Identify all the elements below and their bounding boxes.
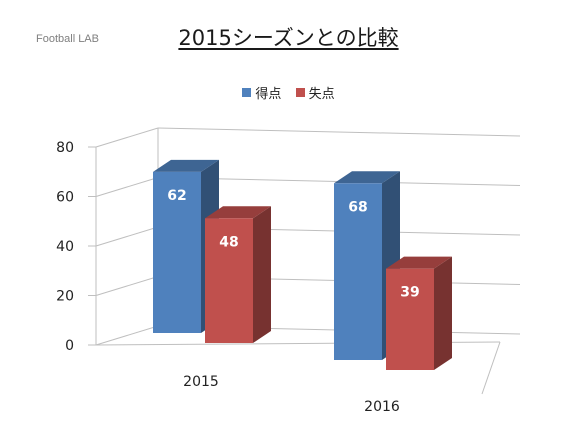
bar-top: [386, 256, 452, 269]
legend-swatch-goals-against: [295, 88, 305, 97]
bar-goals-against-2016: 39: [386, 256, 452, 370]
x-tick-label: 2015: [183, 374, 219, 390]
legend-label-goals-against: 失点: [308, 87, 335, 102]
x-tick-label: 2016: [364, 399, 400, 415]
data-label: 62: [167, 188, 186, 204]
legend-label-goals-for: 得点: [255, 87, 282, 102]
floor-right-edge: [481, 341, 501, 395]
legend-item-goals-against: 失点: [295, 83, 335, 102]
bar-front: [153, 171, 201, 333]
gridline-side-40: [95, 226, 159, 247]
y-tick-label: 0: [65, 338, 74, 354]
data-label: 48: [219, 234, 238, 250]
legend-swatch-goals-for: [242, 88, 252, 97]
data-label: 39: [400, 285, 419, 301]
gridline-side-0: [95, 325, 159, 346]
gridline-side-60: [95, 177, 159, 197]
gridline-side-80: [95, 127, 159, 148]
gridline-side-20: [95, 276, 159, 296]
y-tick-label: 80: [56, 140, 74, 156]
bar-front: [205, 218, 253, 343]
bar-top: [153, 159, 219, 172]
bar-front: [386, 268, 434, 370]
bar-side: [434, 256, 452, 370]
bar-front: [334, 183, 382, 360]
y-tick-label: 40: [56, 239, 74, 255]
y-tick-label: 60: [56, 190, 74, 206]
legend: 得点 失点: [0, 83, 577, 102]
legend-item-goals-for: 得点: [242, 83, 281, 102]
chart-title: 2015シーズンとの比較: [178, 26, 399, 50]
gridline-back-80: [157, 127, 521, 137]
data-label: 68: [348, 199, 367, 215]
bar-side: [253, 206, 271, 343]
bar-top: [334, 171, 400, 184]
bar-goals-against-2015: 48: [205, 206, 271, 343]
bars: 62 48 68 39: [153, 159, 452, 370]
bar-top: [205, 206, 271, 219]
watermark-logo: Football LAB: [36, 33, 99, 45]
y-tick-label: 20: [56, 289, 74, 305]
